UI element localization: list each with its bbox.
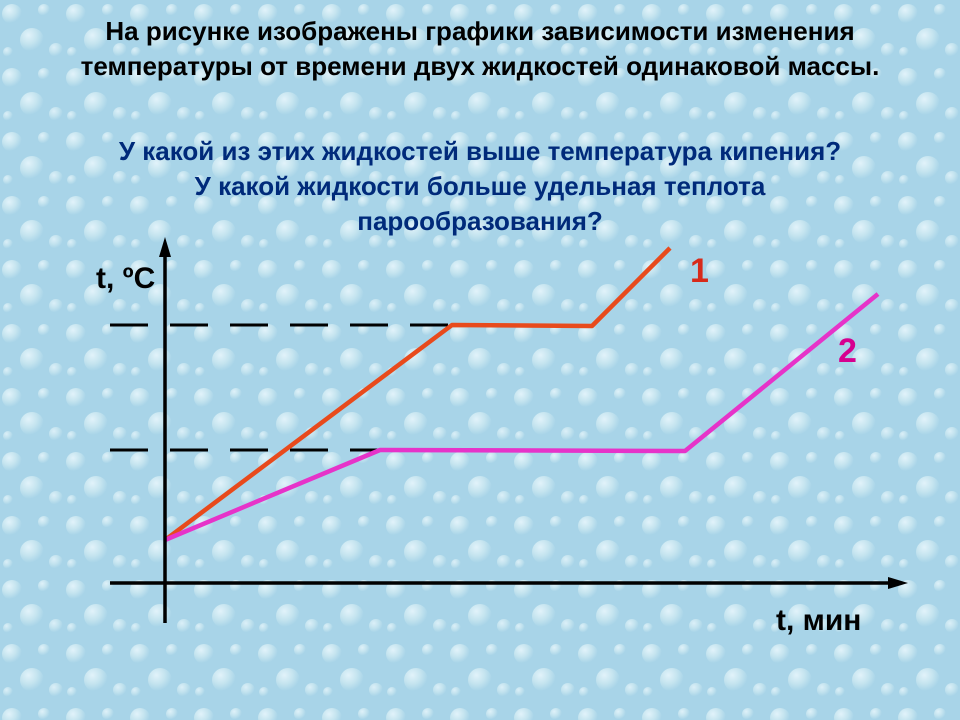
slide: На рисунке изображены графики зависимост… — [0, 0, 960, 720]
series-label-2: 2 — [838, 332, 857, 371]
series-label-1: 1 — [690, 252, 709, 291]
series-1 — [165, 248, 670, 540]
y-axis-label: t, ºС — [96, 262, 155, 296]
axes — [110, 237, 908, 623]
series-2 — [165, 294, 878, 540]
series-lines — [165, 248, 878, 540]
x-axis-label: t, мин — [776, 604, 861, 638]
guide-lines — [110, 325, 448, 450]
